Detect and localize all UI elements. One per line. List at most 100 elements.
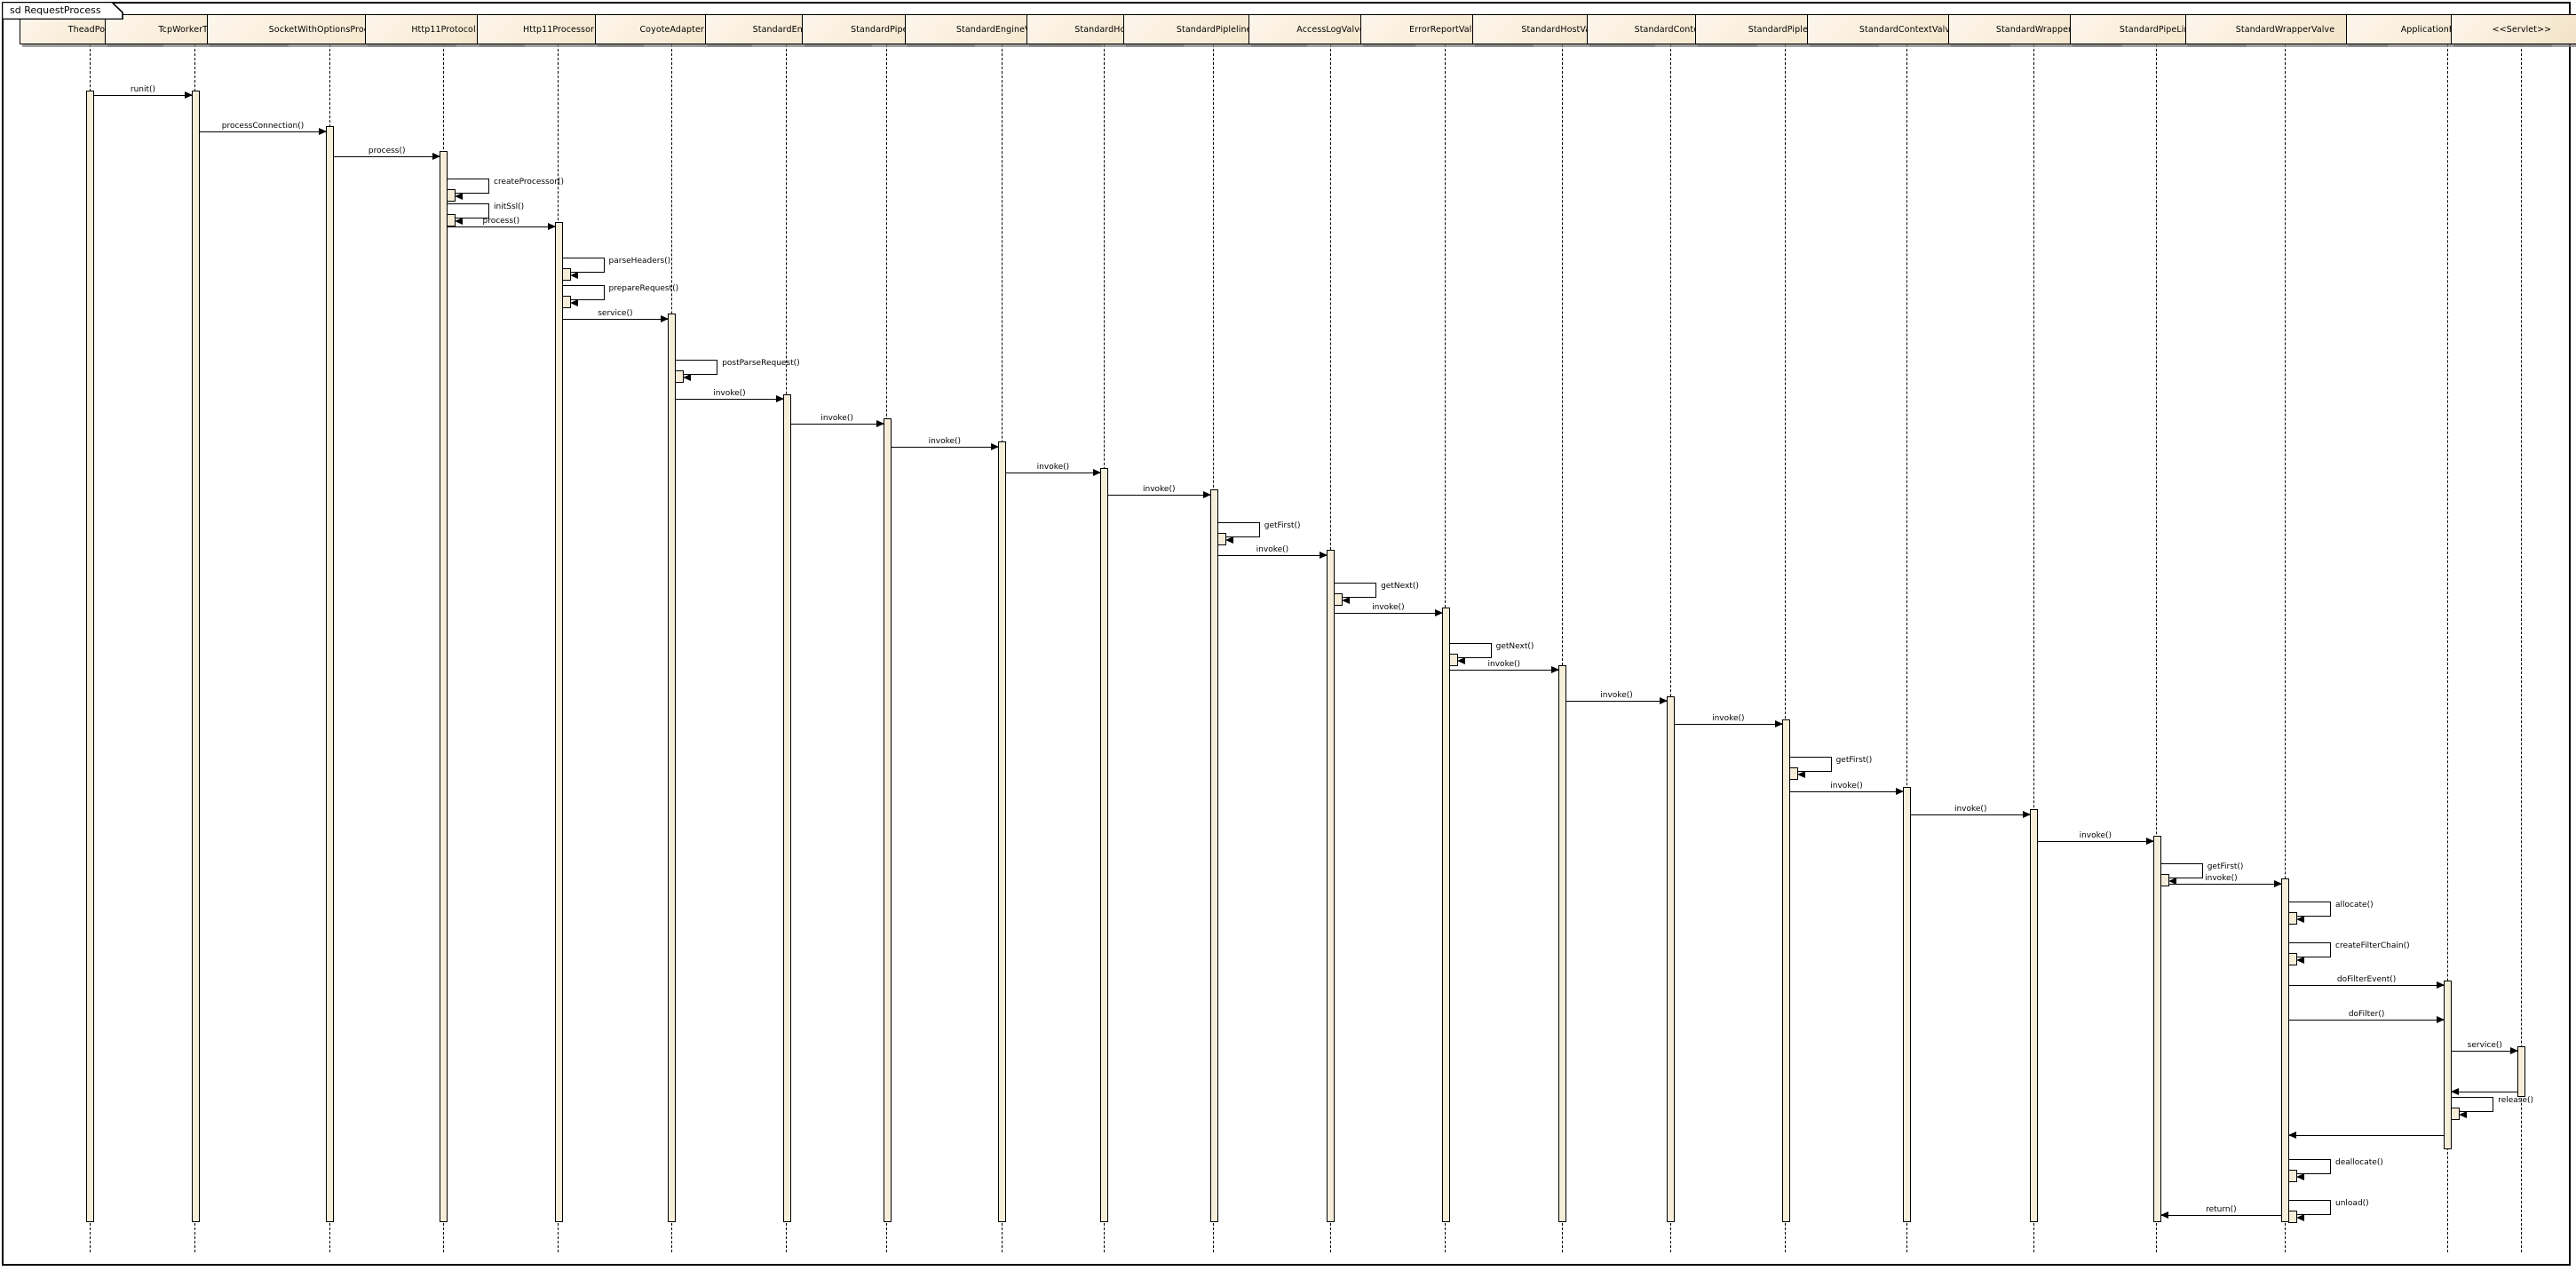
message-createprocessor-3-label: createProcessor() [494,178,564,187]
message-getfirst-23-label: getFirst() [1835,756,1873,765]
message-getfirst-23-nested-activation [1788,767,1798,780]
message-invoke-10-arrowhead [775,395,784,403]
message-createfilterchain-30-label: createFilterChain() [2335,941,2410,950]
message-getnext-17-selfloop [1334,583,1377,599]
participant-label: StandardEngineValve [955,24,1049,35]
message-dofilter-32-line [2288,1020,2445,1021]
message-return-39-arrowhead [2160,1211,2168,1219]
message-initssl-4-label: initSsl() [494,202,525,211]
message-invoke-24-arrowhead [1896,788,1905,796]
message-dofilter-32-arrowhead [2437,1016,2445,1024]
message-return-39-label: return() [2206,1205,2237,1215]
message-invoke-14-arrowhead [1202,490,1211,498]
message-invoke-13-label: invoke() [1036,463,1070,473]
message-service-8-line [561,318,670,320]
activation-bar [1327,550,1336,1222]
activation-bar [2029,809,2038,1222]
message-process-2-label: process() [368,146,406,155]
message-allocate-29-selfloop [2288,901,2332,917]
message-return-36-arrowhead [2288,1131,2297,1139]
message-preparerequest-7-selfloop [561,285,605,301]
participant-label: ApplicationFilterChain [2400,24,2495,35]
message-invoke-16-arrowhead [1320,551,1328,559]
lifeline-standardpipeline [2156,44,2158,1252]
participant-label: StandardContextValve [1859,24,1956,35]
message-invoke-21-label: invoke() [1600,691,1633,701]
message-invoke-25-line [1910,814,2031,816]
message-initssl-4-nested-activation [447,213,456,226]
message-dofilterevent-31-label: doFilterEvent() [2336,975,2397,985]
message-invoke-10-label: invoke() [713,389,746,399]
activation-bar [1441,608,1450,1222]
message-initssl-4-arrowhead [455,217,464,225]
message-createfilterchain-30-arrowhead [2296,956,2305,964]
message-getfirst-27-selfloop [2160,863,2203,879]
message-release-35-arrowhead [2459,1110,2468,1118]
message-getfirst-23-arrowhead [1796,771,1805,778]
message-invoke-14-label: invoke() [1143,484,1176,494]
message-invoke-18-label: invoke() [1372,602,1405,612]
activation-bar [883,418,892,1222]
message-invoke-26-arrowhead [2145,837,2154,845]
message-invoke-22-label: invoke() [1712,714,1745,724]
message-getnext-19-nested-activation [1448,654,1458,667]
message-invoke-25-arrowhead [2022,811,2031,819]
message-invoke-24-label: invoke() [1830,782,1863,791]
message-allocate-29-label: allocate() [2335,900,2374,910]
message-parseheaders-6-arrowhead [569,271,578,279]
message-release-35-label: release() [2498,1095,2534,1105]
participant-servlet[interactable]: <<Servlet>> [2451,14,2576,44]
message-getnext-17-arrowhead [1342,597,1351,605]
message-invoke-25-label: invoke() [1954,805,1987,814]
message-getnext-19-arrowhead [1456,657,1465,665]
message-getfirst-15-selfloop [1217,521,1260,537]
message-invoke-11-arrowhead [876,420,884,427]
message-postparserequest-9-nested-activation [675,369,685,383]
message-invoke-22-arrowhead [1774,720,1783,728]
message-getfirst-27-arrowhead [2168,878,2176,886]
message-deallocate-37-label: deallocate() [2335,1157,2383,1167]
message-invoke-18-arrowhead [1434,608,1443,616]
lifeline-standardhostvalve [1561,44,1563,1252]
message-invoke-10-line [675,399,784,401]
message-invoke-28-label: invoke() [2205,873,2238,883]
participant-label: StandardPipleline [1176,24,1252,35]
participant-label: SocketWithOptionsProcessor [268,24,392,35]
message-invoke-26-line [2036,840,2154,842]
message-invoke-21-arrowhead [1660,697,1668,705]
message-createprocessor-3-nested-activation [447,189,456,203]
frame-tab-shape [2,2,123,20]
message-unload-38-label: unload() [2335,1199,2369,1209]
participant-label: <<Servlet>> [2492,24,2552,35]
message-runit-0-label: runit() [130,85,156,95]
message-invoke-28-arrowhead [2274,879,2283,887]
message-invoke-20-line [1448,670,1559,671]
lifeline-standardcontext [1669,44,1671,1252]
message-invoke-21-line [1565,701,1668,703]
participant-label: TheadPool [67,24,113,35]
message-getfirst-27-nested-activation [2160,874,2169,887]
message-dofilter-32-label: doFilter() [2348,1010,2385,1020]
message-unload-38-nested-activation [2288,1211,2298,1224]
participant-label: Http11Processor [523,24,595,35]
message-service-33-arrowhead [2510,1047,2519,1055]
message-invoke-11-line [789,424,884,425]
message-preparerequest-7-label: prepareRequest() [608,284,679,294]
activation-bar [1667,695,1676,1222]
message-processconnection-1-label: processConnection() [221,121,305,131]
activation-bar [2517,1045,2526,1098]
activation-bar [668,314,677,1222]
activation-bar [1903,786,1912,1222]
message-return-39-line [2160,1215,2282,1217]
message-postparserequest-9-arrowhead [683,373,692,381]
participant-label: AccessLogValve [1296,24,1365,35]
message-return-34-arrowhead [2451,1088,2460,1096]
message-postparserequest-9-selfloop [675,359,718,375]
message-createprocessor-3-selfloop [447,179,490,195]
activation-bar [998,441,1007,1222]
message-getnext-19-selfloop [1448,643,1492,659]
participant-label: Http11Protocol [411,24,476,35]
message-dofilterevent-31-line [2288,985,2445,987]
message-invoke-13-arrowhead [1092,469,1101,477]
